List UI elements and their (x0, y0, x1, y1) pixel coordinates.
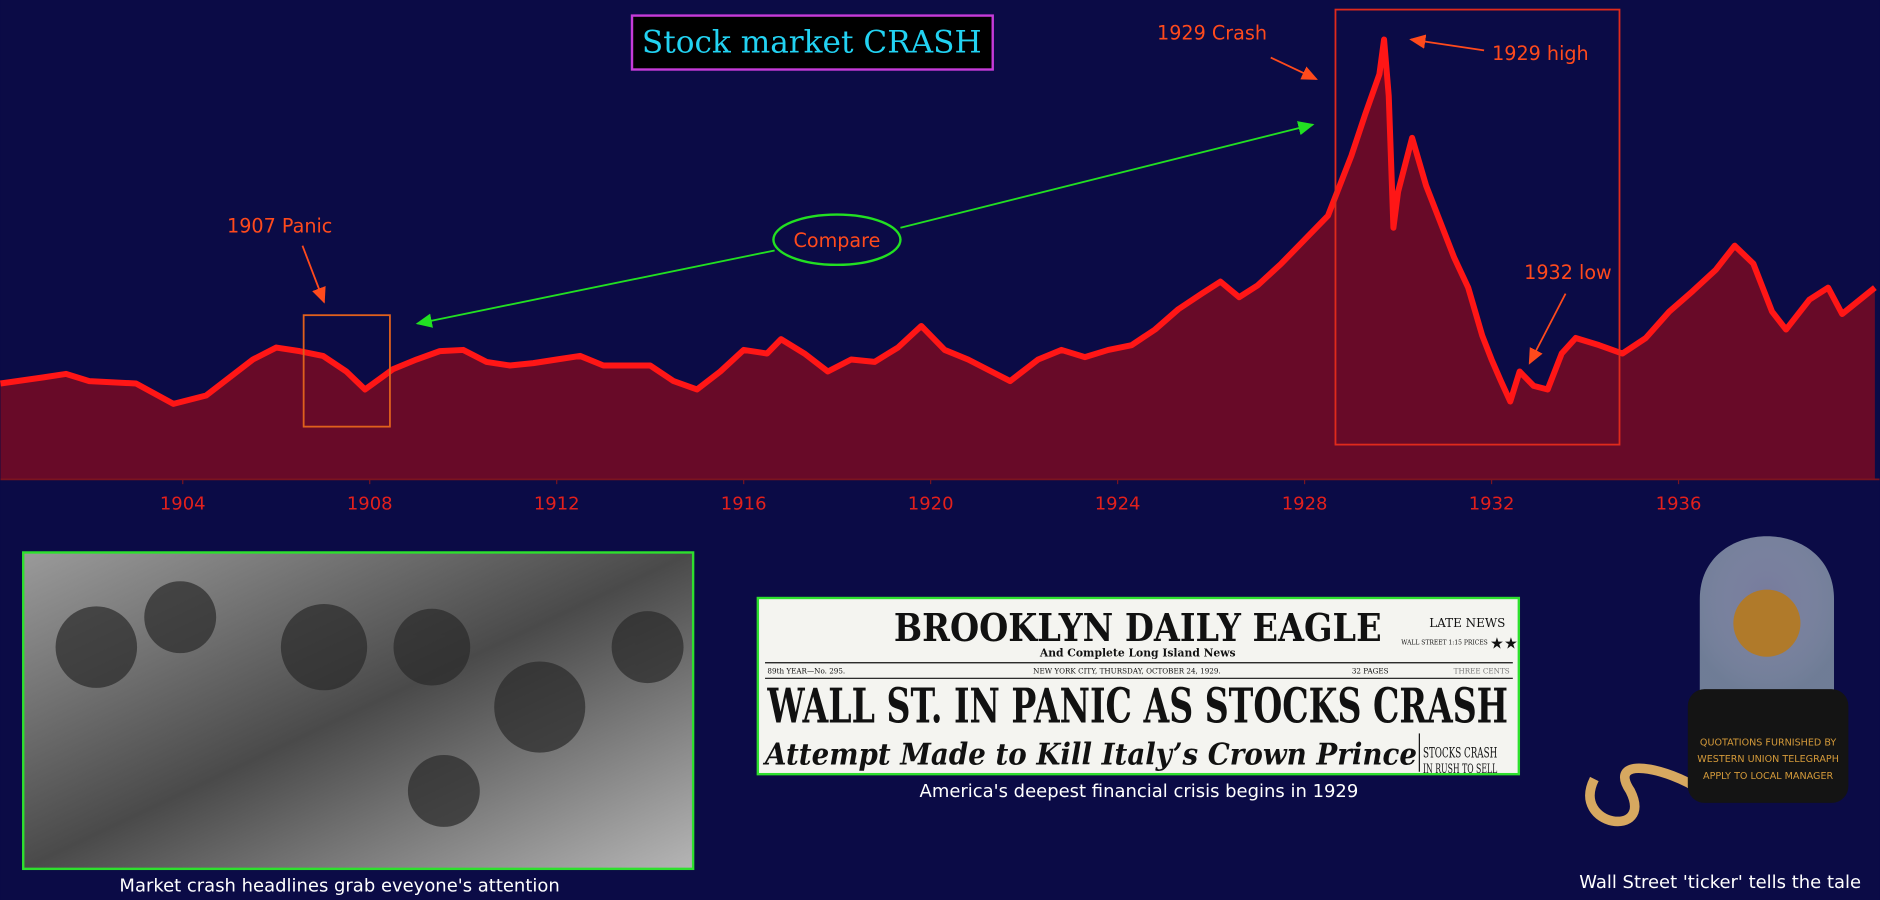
headline: WALL ST. IN PANIC AS STOCKS CRASH (767, 679, 1508, 735)
area (0, 39, 1875, 480)
annotation: 1929 high (1492, 42, 1589, 65)
x-tick-label: 1936 (1656, 493, 1702, 514)
pages: 32 PAGES (1352, 667, 1389, 676)
annotation: 1932 low (1524, 261, 1612, 284)
ticker-tape (1585, 763, 1705, 827)
ticker-base (1687, 689, 1849, 803)
issue: 89th YEAR—No. 295. (767, 667, 845, 676)
title-box (630, 14, 994, 71)
arrow (1409, 34, 1485, 52)
x-tick-label: 1920 (908, 493, 954, 514)
crowd-photo (22, 551, 695, 871)
ticker-plate: APPLY TO LOCAL MANAGER (1703, 771, 1833, 782)
x-tick-label: 1916 (721, 493, 767, 514)
arrow (301, 245, 326, 304)
subhead: And Complete Long Island News (1039, 647, 1236, 660)
second-headline: Attempt Made to Kill Italy’s Crown Princ… (762, 738, 1417, 773)
annotation: 1929 Crash (1157, 22, 1267, 45)
ticker-mechanism (1733, 589, 1801, 657)
masthead: BROOKLYN DAILY EAGLE (894, 606, 1382, 651)
x-tick-label: 1932 (1469, 493, 1515, 514)
newspaper (756, 596, 1521, 776)
stars: ★★ (1490, 634, 1518, 652)
prices: WALL STREET 1:15 PRICES (1401, 640, 1488, 647)
arrow (1528, 293, 1567, 365)
compare-arrow (415, 249, 775, 328)
caption: Market crash headlines grab eveyone's at… (119, 876, 559, 897)
line (0, 36, 1877, 407)
side-headline: IN RUSH TO SELL (1423, 762, 1497, 777)
late-news: LATE NEWS (1429, 616, 1505, 630)
annotation: Compare (793, 229, 880, 252)
annotations: 1907 Panic Compare 1929 Crash 1929 high 1932… (227, 22, 1612, 285)
dateline: NEW YORK CITY, THURSDAY, OCTOBER 24, 192… (1033, 667, 1221, 676)
price: THREE CENTS (1454, 667, 1510, 676)
x-tick-label: 1904 (160, 493, 206, 514)
side-headline: STOCKS CRASH (1423, 745, 1497, 761)
crash-box (1334, 8, 1621, 446)
arrow (1270, 56, 1318, 80)
compare-bubble (772, 213, 902, 267)
caption: Wall Street 'ticker' tells the tale (1579, 872, 1861, 893)
compare-arrow (900, 121, 1315, 229)
ticker-plate: WESTERN UNION TELEGRAPH (1697, 754, 1839, 765)
chart-title: Stock market CRASH (642, 25, 982, 61)
annotation: 1907 Panic (227, 214, 332, 237)
photo-figures (55, 581, 684, 827)
x-tick-label: 1928 (1282, 493, 1328, 514)
panic-box (302, 314, 391, 428)
x-tick-label: 1908 (347, 493, 393, 514)
x-tick-label: 1912 (534, 493, 580, 514)
x-tick-label: 1924 (1095, 493, 1141, 514)
ticker-plate: QUOTATIONS FURNISHED BY (1700, 737, 1836, 748)
plot-area: 1904 1908 1912 1916 1920 1924 1928 1932 1936 (0, 36, 1880, 514)
caption: America's deepest financial crisis begin… (920, 781, 1359, 802)
